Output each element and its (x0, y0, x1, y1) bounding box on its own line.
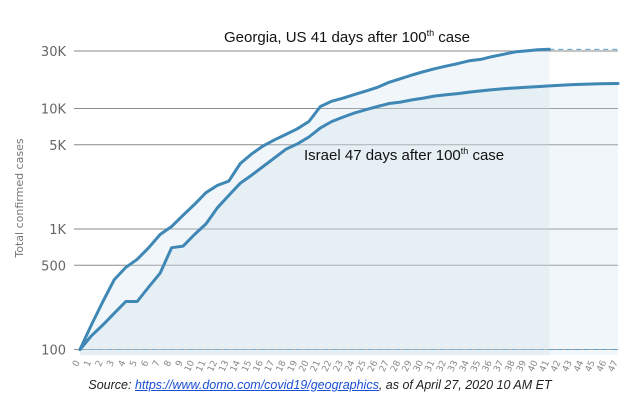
x-tick-label: 3 (106, 359, 117, 368)
x-tick-label: 6 (140, 359, 152, 369)
y-tick-labels: 100 500 1K 5K 10K 30K (41, 45, 67, 358)
series-area-1 (80, 83, 618, 355)
x-tick-label: 13 (218, 359, 232, 374)
x-tick-label: 2 (94, 359, 105, 368)
x-tick-label: 26 (366, 359, 380, 374)
source-date: , as of April 27, 2020 10 AM ET (378, 378, 552, 392)
x-tick-label: 29 (401, 359, 415, 374)
x-tick-label: 9 (174, 359, 186, 369)
series-line-0 (78, 47, 551, 351)
y-tick-label: 500 (41, 259, 66, 274)
x-tick-label: 1 (83, 359, 94, 368)
y-tick-label: 30K (41, 45, 67, 60)
series-area-0 (80, 49, 550, 356)
x-tick-label: 11 (195, 359, 209, 374)
x-tick-label: 18 (275, 359, 289, 374)
x-tick-label: 24 (344, 359, 358, 374)
x-tick-label: 28 (389, 359, 403, 374)
x-tick-label: 15 (241, 359, 255, 374)
x-tick-label: 4 (117, 359, 129, 369)
x-tick-label: 36 (481, 359, 495, 374)
x-tick-label: 5 (128, 359, 139, 368)
x-tick-label: 23 (332, 359, 346, 374)
source-link[interactable]: https://www.domo.com/covid19/geographics (134, 378, 379, 392)
x-tick-label: 7 (151, 359, 162, 368)
annotation-israel: Israel 47 days after 100th case (304, 146, 504, 164)
y-tick-label: 5K (49, 139, 66, 154)
source-label: Source: (88, 378, 132, 392)
x-tick-label: 38 (504, 359, 518, 374)
x-tick-label: 20 (298, 359, 312, 374)
x-tick-label: 30 (412, 359, 426, 374)
x-tick-label: 21 (309, 359, 323, 374)
x-tick-label: 35 (469, 359, 483, 374)
x-tick-label: 39 (515, 359, 529, 374)
x-tick-label: 14 (229, 359, 243, 374)
x-tick-label: 44 (572, 359, 586, 374)
x-tick-label: 45 (584, 359, 598, 374)
x-tick-label: 19 (286, 359, 300, 374)
y-tick-label: 1K (49, 223, 66, 238)
x-tick-label: 41 (538, 359, 552, 374)
series-areas (80, 49, 618, 356)
annotation-georgia: Georgia, US 41 days after 100th case (224, 28, 470, 46)
series-line-1 (78, 82, 620, 351)
x-tick-label: 8 (163, 359, 175, 369)
x-tick-label: 22 (321, 359, 335, 374)
x-tick-label: 43 (561, 359, 575, 374)
source-caption: Source: https://www.domo.com/covid19/geo… (0, 378, 640, 392)
x-tick-labels: 0 1 2 3 4 5 6 7 8 9101112131415161718192021222324… (71, 359, 620, 374)
x-tick-label: 27 (378, 359, 392, 374)
y-axis-label: Total confirmed cases (13, 138, 26, 258)
y-tick-label: 10K (41, 103, 67, 118)
x-tick-label: 37 (492, 359, 506, 374)
x-tick-label: 42 (550, 359, 564, 374)
x-tick-label: 34 (458, 359, 472, 374)
x-tick-label: 46 (595, 359, 609, 374)
x-tick-label: 32 (435, 359, 449, 374)
series-lines (78, 47, 620, 351)
x-tick-label: 0 (71, 359, 83, 369)
x-tick-label: 17 (263, 359, 277, 374)
x-tick-label: 40 (527, 359, 541, 374)
x-tick-label: 47 (607, 359, 621, 374)
x-tick-label: 31 (424, 359, 438, 374)
x-tick-label: 16 (252, 359, 266, 374)
x-tick-label: 25 (355, 359, 369, 374)
y-tick-label: 100 (41, 343, 66, 358)
x-tick-label: 33 (447, 359, 461, 374)
x-tick-label: 12 (206, 359, 220, 374)
x-tick-label: 10 (183, 359, 197, 374)
